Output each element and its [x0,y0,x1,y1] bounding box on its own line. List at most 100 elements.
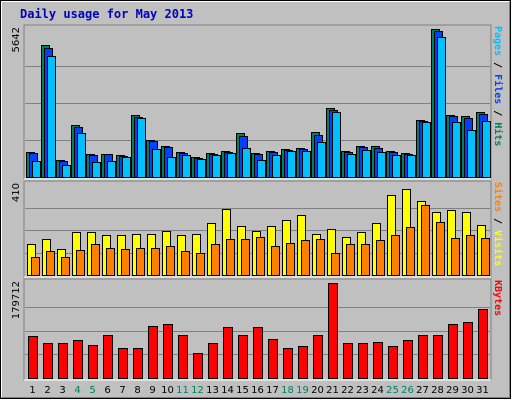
bar-kbytes-day-31 [478,309,488,379]
bar-pages-day-5 [92,162,101,178]
bar-kbytes-day-10 [163,324,173,379]
bar-sites-day-24 [376,240,385,276]
bar-sites-day-31 [481,238,490,276]
x-tick-label: 1 [29,385,35,396]
legend-kbytes: KBytes [492,280,503,316]
bar-pages-day-13 [212,155,221,178]
bar-pages-day-23 [362,150,371,178]
y-max-label: 5642 [11,27,22,52]
panel-visits: 410 Sites / Visits [11,180,504,278]
bar-kbytes-day-8 [133,348,143,379]
x-axis-day-labels: 1 2 3 4 5 6 7 8 9 10 11 12 13 14 15 16 17 18 19 20 21 22 23 24 2… [29,385,489,396]
legend-entry: Files [492,74,504,104]
bar-sites-day-8 [136,248,145,276]
legend-visits: Sites / Visits [492,182,504,266]
bar-kbytes-day-21 [328,283,338,379]
x-tick-label: 5 [89,385,95,396]
x-tick-label: 27 [416,385,429,396]
bar-sites-day-2 [46,251,55,276]
bar-kbytes-day-19 [298,346,308,379]
x-tick-label: 28 [431,385,444,396]
bar-kbytes-day-14 [223,327,233,379]
bar-pages-day-15 [242,148,251,178]
bar-kbytes-day-20 [313,335,323,379]
bar-kbytes-day-28 [433,335,443,379]
series-sites [31,205,490,276]
bar-kbytes-day-16 [253,327,263,379]
bar-kbytes-day-4 [73,340,83,379]
bar-sites-day-30 [466,235,475,276]
bar-pages-day-1 [32,161,41,178]
legend-entry: KBytes [492,280,503,316]
bar-sites-day-28 [436,222,445,276]
bar-kbytes-day-5 [88,345,98,379]
bar-pages-day-26 [407,155,416,178]
legend-hits: Pages / Files / Hits [492,26,504,146]
x-tick-label: 31 [476,385,489,396]
bar-pages-day-14 [227,153,236,178]
bar-kbytes-day-17 [268,339,278,379]
bar-sites-day-19 [301,240,310,276]
bar-pages-day-29 [452,122,461,178]
bar-kbytes-day-18 [283,348,293,379]
bar-kbytes-day-30 [463,322,473,379]
x-tick-label: 22 [341,385,354,396]
bar-pages-day-27 [422,122,431,178]
legend-entry: Pages [492,26,503,56]
x-tick-label: 24 [371,385,384,396]
bar-sites-day-4 [76,250,85,276]
bar-sites-day-23 [361,244,370,276]
bar-kbytes-day-6 [103,335,113,379]
x-tick-label: 4 [74,385,80,396]
panel-kbytes: 179712 KBytes [11,278,503,381]
x-tick-label: 10 [161,385,174,396]
bar-pages-day-17 [272,155,281,178]
x-tick-label: 30 [461,385,474,396]
bar-pages-day-31 [482,121,491,178]
legend-entry: Visits [492,230,504,266]
bar-kbytes-day-15 [238,335,248,379]
x-tick-label: 15 [236,385,249,396]
x-tick-label: 14 [221,385,234,396]
y-max-label: 410 [11,183,22,202]
x-tick-label: 7 [119,385,125,396]
bar-sites-day-12 [196,253,205,276]
bar-kbytes-day-2 [43,343,53,379]
bar-kbytes-day-23 [358,343,368,379]
bar-pages-day-11 [182,155,191,178]
bar-kbytes-day-11 [178,335,188,379]
bar-kbytes-day-7 [118,348,128,379]
x-tick-label: 13 [206,385,219,396]
series-pages [32,37,491,178]
series-kbytes [28,283,488,379]
x-tick-label: 9 [149,385,155,396]
bar-kbytes-day-13 [208,343,218,379]
x-tick-label: 2 [44,385,50,396]
bar-pages-day-30 [467,130,476,178]
bar-sites-day-13 [211,244,220,276]
x-tick-label: 29 [446,385,459,396]
bar-sites-day-5 [91,244,100,276]
bar-sites-day-22 [346,244,355,276]
bar-sites-day-15 [241,239,250,276]
bar-sites-day-21 [331,253,340,276]
panel-hits: 5642 Pages / Files / Hits [11,24,504,180]
bar-sites-day-18 [286,243,295,276]
bar-sites-day-20 [316,239,325,276]
x-tick-label: 18 [281,385,294,396]
x-tick-label: 3 [59,385,65,396]
x-tick-label: 26 [401,385,414,396]
bar-sites-day-25 [391,235,400,276]
bar-pages-day-8 [137,118,146,178]
x-tick-label: 8 [134,385,140,396]
x-tick-label: 20 [311,385,324,396]
y-max-label: 179712 [11,281,22,319]
bar-pages-day-7 [122,157,131,178]
legend-separator: / [492,56,503,74]
bar-pages-day-6 [107,161,116,178]
x-tick-label: 25 [386,385,399,396]
x-tick-label: 6 [104,385,110,396]
bar-pages-day-12 [197,159,206,178]
legend-separator: / [492,104,503,122]
